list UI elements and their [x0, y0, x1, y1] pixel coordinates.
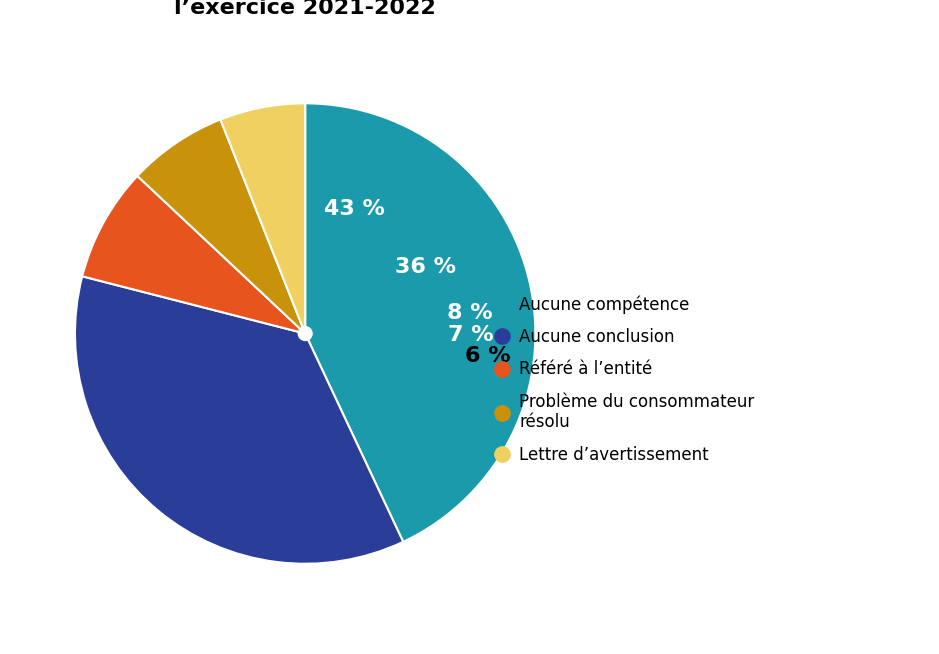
Text: 6 %: 6 %: [465, 346, 511, 366]
Text: 8 %: 8 %: [447, 303, 492, 323]
Wedge shape: [75, 276, 403, 564]
Text: 7 %: 7 %: [448, 325, 494, 345]
Wedge shape: [83, 176, 305, 334]
Text: 43 %: 43 %: [324, 199, 385, 219]
Legend: Aucune compétence, Aucune conclusion, Référé à l’entité, Problème du consommateu: Aucune compétence, Aucune conclusion, Ré…: [498, 296, 755, 464]
Wedge shape: [137, 120, 305, 334]
Title: Assurance automobile – Résultats des principales plaintes pour
l’exercice 2021-2: Assurance automobile – Résultats des pri…: [0, 0, 703, 18]
Wedge shape: [305, 103, 535, 542]
Wedge shape: [221, 103, 305, 334]
Text: 36 %: 36 %: [395, 256, 456, 277]
Circle shape: [299, 326, 312, 341]
